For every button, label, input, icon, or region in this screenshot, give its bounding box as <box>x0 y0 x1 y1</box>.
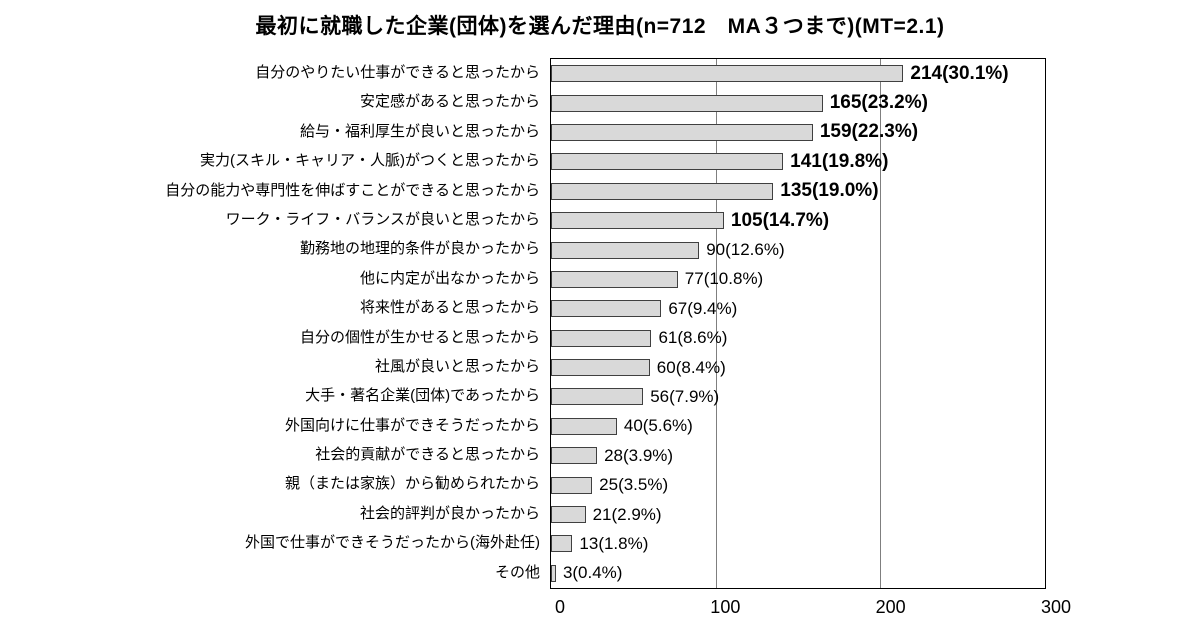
bar <box>551 506 586 524</box>
category-label: 実力(スキル・キャリア・人脈)がつくと思ったから <box>200 152 540 170</box>
category-label: 自分の能力や専門性を伸ばすことができると思ったから <box>165 181 540 199</box>
bar <box>551 270 678 288</box>
value-label: 165(23.2%) <box>829 92 928 114</box>
category-label: 自分のやりたい仕事ができると思ったから <box>255 64 540 81</box>
category-label: ワーク・ライフ・バランスが良いと思ったから <box>225 210 540 228</box>
category-label: 社会的貢献ができると思ったから <box>315 446 540 464</box>
bar-row: 165(23.2%) <box>551 88 1045 117</box>
category-label: 外国で仕事ができそうだったから(海外赴任) <box>245 534 540 552</box>
value-label: 21(2.9%) <box>592 504 662 524</box>
bar <box>551 94 823 112</box>
value-label: 77(10.8%) <box>684 269 764 289</box>
bar-row: 159(22.3%) <box>551 118 1045 147</box>
bar-row: 105(14.7%) <box>551 206 1045 235</box>
value-label: 159(22.3%) <box>819 121 919 143</box>
category-label: 自分の個性が生かせると思ったから <box>299 328 540 346</box>
category-label: 他に内定が出なかったから <box>359 269 540 287</box>
x-tick-200: 200 <box>875 597 906 618</box>
bar <box>551 564 556 582</box>
value-label: 56(7.9%) <box>650 386 720 406</box>
bar-row: 25(3.5%) <box>551 470 1045 499</box>
plot-rows: 214(30.1%) 165(23.2%) 159(22.3%) 141(19.8%)… <box>551 59 1045 588</box>
bar <box>551 241 700 259</box>
bar <box>551 153 784 171</box>
x-axis: 0 100 200 300 <box>555 595 1071 625</box>
bar <box>551 182 774 200</box>
value-label: 141(19.8%) <box>790 150 889 172</box>
bar-row: 61(8.6%) <box>551 324 1045 353</box>
category-label: 大手・著名企業(団体)であったから <box>305 387 540 405</box>
value-label: 40(5.6%) <box>623 416 693 436</box>
chart-body: 自分のやりたい仕事ができると思ったから安定感があると思ったから給与・福利厚生が良… <box>0 58 1200 590</box>
bar-row: 56(7.9%) <box>551 382 1045 411</box>
x-tick-0: 0 <box>554 597 566 618</box>
bar-row: 67(9.4%) <box>551 294 1045 323</box>
bar <box>551 212 724 230</box>
category-label: 社会的評判が良かったから <box>359 504 540 522</box>
bar <box>551 447 598 465</box>
category-label: 安定感があると思ったから <box>359 93 540 111</box>
x-tick-100: 100 <box>710 597 741 618</box>
plot-area: 214(30.1%) 165(23.2%) 159(22.3%) 141(19.8%)… <box>550 58 1046 590</box>
bar <box>551 300 662 318</box>
bar <box>551 123 813 141</box>
gridline-200 <box>880 59 882 589</box>
category-label: 勤務地の地理的条件が良かったから <box>299 240 540 258</box>
value-label: 67(9.4%) <box>668 298 738 318</box>
bar-row: 3(0.4%) <box>551 559 1045 588</box>
category-label: その他 <box>494 563 540 581</box>
gridline-100 <box>715 59 717 589</box>
value-label: 105(14.7%) <box>730 209 830 231</box>
chart-title: 最初に就職した企業(団体)を選んだ理由(n=712 MA３つまで)(MT=2.1… <box>255 15 945 38</box>
bar-row: 77(10.8%) <box>551 265 1045 294</box>
bar <box>551 388 644 406</box>
bar <box>551 359 650 377</box>
value-label: 28(3.9%) <box>604 445 674 465</box>
value-label: 135(19.0%) <box>780 180 879 202</box>
bar <box>551 65 904 83</box>
value-label: 90(12.6%) <box>706 240 785 260</box>
bar <box>551 535 573 553</box>
bar <box>551 329 652 347</box>
value-label: 214(30.1%) <box>910 62 1009 84</box>
category-label: 社風が良いと思ったから <box>374 357 540 375</box>
bar-row: 141(19.8%) <box>551 147 1045 176</box>
x-tick-300: 300 <box>1040 597 1072 618</box>
value-label: 3(0.4%) <box>562 563 623 583</box>
category-label: 将来性があると思ったから <box>359 299 540 317</box>
category-label: 給与・福利厚生が良いと思ったから <box>299 122 540 140</box>
bar-row: 90(12.6%) <box>551 235 1045 264</box>
category-label: 外国向けに仕事ができそうだったから <box>284 416 540 434</box>
bar <box>551 417 617 435</box>
bar-row: 60(8.4%) <box>551 353 1045 382</box>
value-label: 13(1.8%) <box>579 533 649 553</box>
bar-row: 28(3.9%) <box>551 441 1045 470</box>
bar-row: 40(5.6%) <box>551 412 1045 441</box>
bar-row: 13(1.8%) <box>551 529 1045 558</box>
bar-row: 21(2.9%) <box>551 500 1045 529</box>
category-label: 親（または家族）から勧められたから <box>284 475 540 493</box>
bar-row: 214(30.1%) <box>551 59 1045 88</box>
value-label: 25(3.5%) <box>599 475 669 495</box>
bar-row: 135(19.0%) <box>551 177 1045 206</box>
bar <box>551 476 593 494</box>
value-label: 61(8.6%) <box>658 328 728 348</box>
category-labels: 自分のやりたい仕事ができると思ったから安定感があると思ったから給与・福利厚生が良… <box>0 58 550 587</box>
value-label: 60(8.4%) <box>656 357 726 377</box>
